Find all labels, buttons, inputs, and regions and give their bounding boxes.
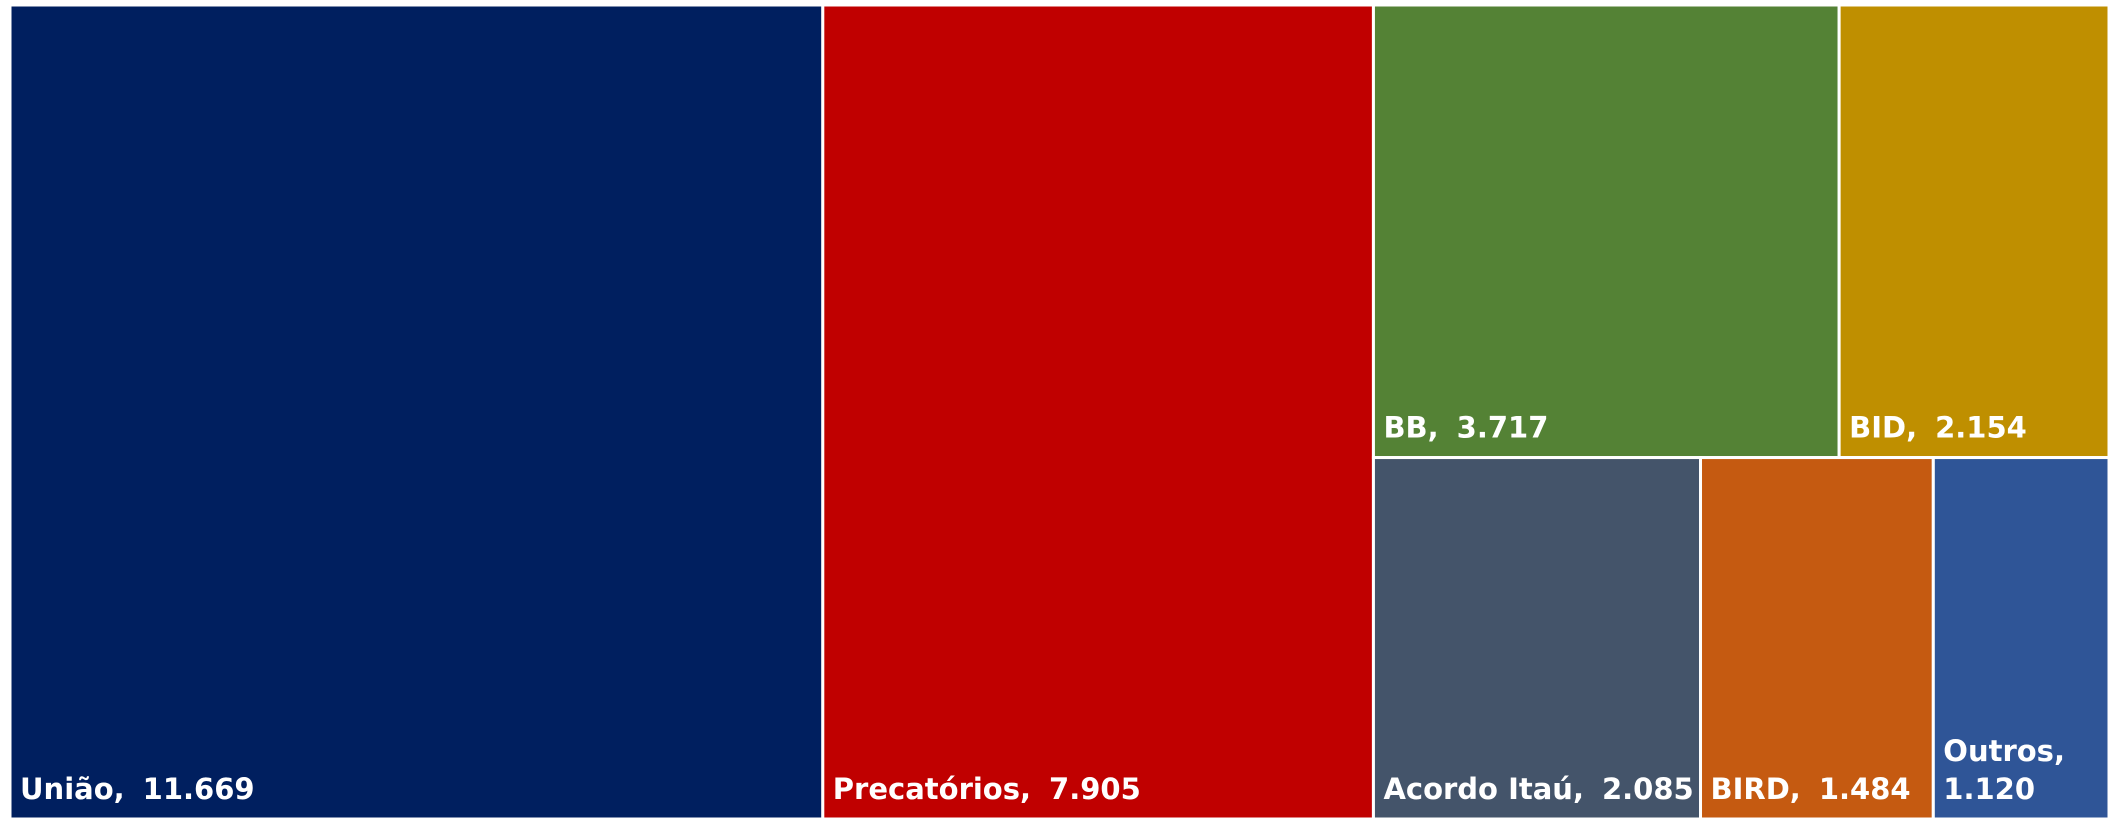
tile [1371, 456, 1703, 821]
tile-name: BB, [1383, 411, 1438, 445]
tile-value: 2.085 [1602, 772, 1694, 806]
tile-value: 1.120 [1943, 772, 2035, 806]
tile-value: 3.717 [1457, 411, 1549, 445]
tile [1931, 456, 2109, 821]
tile [1837, 3, 2109, 460]
tile-value: 2.154 [1935, 411, 2027, 445]
tile [1699, 456, 1935, 821]
tile-label: Precatórios, 7.905 [833, 772, 1141, 806]
tile-value: 7.905 [1049, 772, 1141, 806]
tile [8, 3, 825, 821]
tile-label: BIRD, 1.484 [1711, 772, 1911, 806]
tile-label: Outros, 1.120 [1943, 734, 2065, 806]
tile-name: BID, [1849, 411, 1917, 445]
tile-label: BB, 3.717 [1383, 411, 1548, 445]
tile-name: Precatórios, [833, 772, 1031, 806]
tile-value: 1.484 [1819, 772, 1911, 806]
tile-name: BIRD, [1711, 772, 1801, 806]
tile-name: Acordo Itaú, [1383, 772, 1584, 806]
tile-label: BID, 2.154 [1849, 411, 2027, 445]
tile-name: União, [20, 772, 125, 806]
tile [821, 3, 1375, 821]
tile [1371, 3, 1841, 460]
tile-label: Acordo Itaú, 2.085 [1383, 772, 1693, 806]
tile-value: 11.669 [143, 772, 255, 806]
tile-label: União, 11.669 [20, 772, 255, 806]
tile-name: Outros, [1943, 734, 2065, 768]
